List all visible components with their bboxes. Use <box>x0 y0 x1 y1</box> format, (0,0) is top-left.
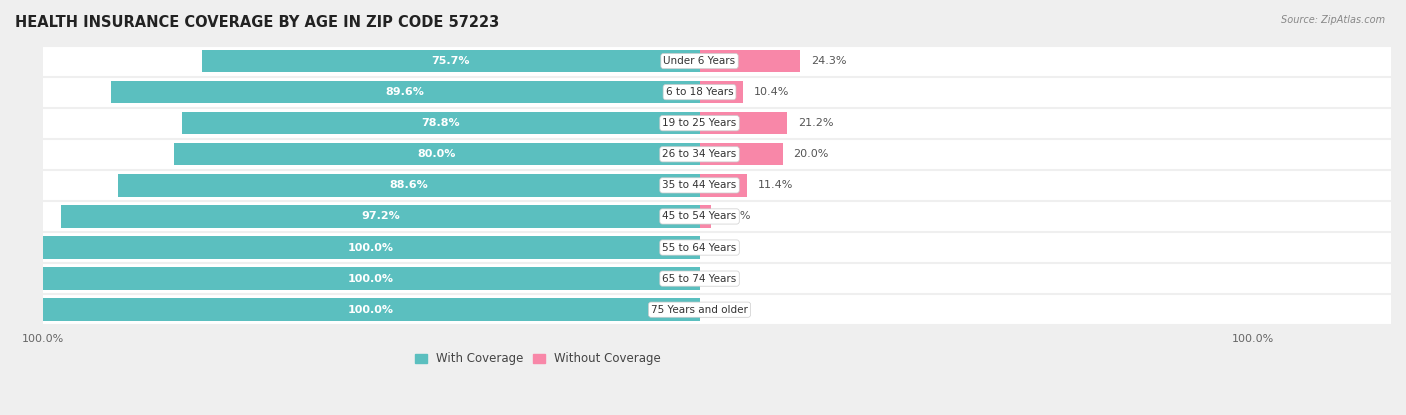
Text: 24.3%: 24.3% <box>811 56 846 66</box>
Text: 2.8%: 2.8% <box>723 212 751 222</box>
Text: Source: ZipAtlas.com: Source: ZipAtlas.com <box>1281 15 1385 24</box>
Bar <box>42 108 1406 139</box>
Bar <box>202 50 700 72</box>
Bar <box>42 46 1406 77</box>
Bar <box>42 139 1406 170</box>
Bar <box>42 170 1406 201</box>
Text: 65 to 74 Years: 65 to 74 Years <box>662 273 737 283</box>
Text: 35 to 44 Years: 35 to 44 Years <box>662 181 737 190</box>
Text: 0.0%: 0.0% <box>710 242 740 253</box>
Bar <box>42 232 1406 263</box>
Bar <box>700 50 800 72</box>
Text: 100.0%: 100.0% <box>349 242 394 253</box>
Bar <box>42 77 1406 108</box>
Text: 100.0%: 100.0% <box>349 305 394 315</box>
Bar <box>174 143 700 166</box>
Bar <box>42 294 1406 325</box>
Text: HEALTH INSURANCE COVERAGE BY AGE IN ZIP CODE 57223: HEALTH INSURANCE COVERAGE BY AGE IN ZIP … <box>15 15 499 30</box>
Legend: With Coverage, Without Coverage: With Coverage, Without Coverage <box>411 348 665 370</box>
Bar <box>111 81 700 103</box>
Bar <box>60 205 700 228</box>
Bar <box>700 81 742 103</box>
Text: 0.0%: 0.0% <box>710 305 740 315</box>
Bar <box>42 201 1406 232</box>
Bar <box>700 205 711 228</box>
Text: 26 to 34 Years: 26 to 34 Years <box>662 149 737 159</box>
Text: 75.7%: 75.7% <box>432 56 470 66</box>
Text: 78.8%: 78.8% <box>422 118 460 128</box>
Bar <box>181 112 700 134</box>
Text: 20.0%: 20.0% <box>793 149 830 159</box>
Text: 100.0%: 100.0% <box>349 273 394 283</box>
Bar <box>42 263 1406 294</box>
Bar <box>700 174 747 197</box>
Text: 55 to 64 Years: 55 to 64 Years <box>662 242 737 253</box>
Text: 88.6%: 88.6% <box>389 181 427 190</box>
Text: Under 6 Years: Under 6 Years <box>664 56 735 66</box>
Text: 45 to 54 Years: 45 to 54 Years <box>662 212 737 222</box>
Bar <box>118 174 700 197</box>
Text: 10.4%: 10.4% <box>754 87 789 97</box>
Text: 89.6%: 89.6% <box>385 87 425 97</box>
Bar <box>700 112 787 134</box>
Text: 19 to 25 Years: 19 to 25 Years <box>662 118 737 128</box>
Text: 6 to 18 Years: 6 to 18 Years <box>665 87 734 97</box>
Text: 11.4%: 11.4% <box>758 181 793 190</box>
Text: 75 Years and older: 75 Years and older <box>651 305 748 315</box>
Bar <box>42 298 700 321</box>
Bar <box>700 143 783 166</box>
Text: 80.0%: 80.0% <box>418 149 456 159</box>
Text: 0.0%: 0.0% <box>710 273 740 283</box>
Bar <box>42 267 700 290</box>
Text: 97.2%: 97.2% <box>361 212 399 222</box>
Bar <box>42 237 700 259</box>
Text: 21.2%: 21.2% <box>799 118 834 128</box>
